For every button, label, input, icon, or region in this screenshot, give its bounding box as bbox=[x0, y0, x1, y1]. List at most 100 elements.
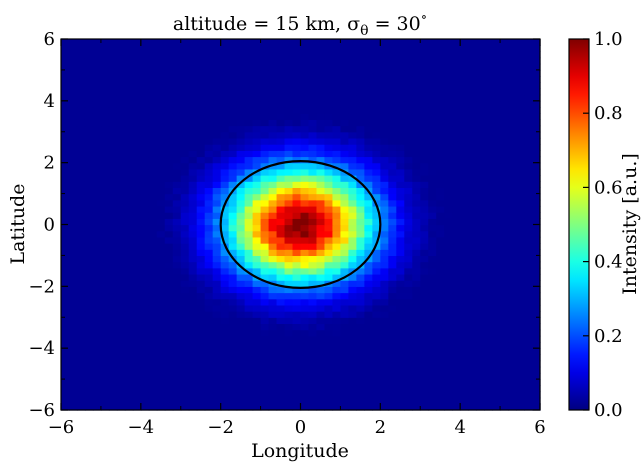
heatmap-cell bbox=[332, 212, 342, 219]
heatmap-cell bbox=[172, 348, 182, 355]
heatmap-cell bbox=[61, 94, 70, 102]
heatmap-cell bbox=[492, 403, 501, 411]
heatmap-cell bbox=[428, 323, 437, 331]
heatmap-cell bbox=[76, 119, 86, 127]
heatmap-cell bbox=[524, 45, 533, 52]
heatmap-cell bbox=[476, 45, 485, 52]
heatmap-cell bbox=[188, 360, 198, 368]
heatmap-cell bbox=[532, 397, 541, 405]
heatmap-cell bbox=[244, 144, 254, 151]
heatmap-cell bbox=[164, 193, 174, 201]
heatmap-cell bbox=[260, 348, 270, 355]
heatmap-cell bbox=[300, 273, 310, 281]
heatmap-cell bbox=[300, 292, 310, 300]
heatmap-cell bbox=[292, 63, 302, 71]
heatmap-cell bbox=[476, 249, 485, 257]
heatmap-cell bbox=[484, 323, 493, 331]
heatmap-cell bbox=[84, 397, 94, 405]
heatmap-cell bbox=[364, 45, 373, 52]
heatmap-cell bbox=[364, 57, 373, 65]
heatmap-cell bbox=[308, 150, 318, 158]
heatmap-cell bbox=[292, 280, 302, 287]
x-tick-label: 0 bbox=[295, 417, 306, 438]
heatmap-cell bbox=[524, 391, 533, 399]
heatmap-cell bbox=[172, 212, 182, 219]
heatmap-cell bbox=[444, 286, 453, 294]
heatmap-cell bbox=[292, 137, 302, 145]
heatmap-cell bbox=[316, 88, 326, 96]
heatmap-cell bbox=[380, 311, 389, 318]
heatmap-cell bbox=[372, 187, 381, 195]
heatmap-cell bbox=[420, 348, 429, 355]
heatmap-cell bbox=[244, 113, 254, 120]
heatmap-cell bbox=[61, 261, 70, 269]
heatmap-cell bbox=[84, 45, 94, 52]
heatmap-cell bbox=[316, 125, 326, 133]
heatmap-cell bbox=[180, 150, 190, 158]
heatmap-cell bbox=[484, 181, 493, 188]
heatmap-cell bbox=[364, 267, 373, 275]
heatmap-cell bbox=[308, 100, 318, 108]
heatmap-cell bbox=[372, 255, 381, 263]
heatmap-cell bbox=[476, 286, 485, 294]
heatmap-cell bbox=[348, 379, 357, 386]
heatmap-cell bbox=[172, 57, 182, 65]
heatmap-cell bbox=[260, 286, 270, 294]
heatmap-cell bbox=[332, 379, 342, 386]
heatmap-cell bbox=[340, 150, 349, 158]
heatmap-cell bbox=[348, 175, 357, 182]
heatmap-cell bbox=[476, 224, 485, 232]
heatmap-cell bbox=[508, 385, 517, 393]
heatmap-cell bbox=[188, 150, 198, 158]
heatmap-cell bbox=[348, 113, 357, 120]
heatmap-cell bbox=[524, 131, 533, 139]
heatmap-cell bbox=[100, 348, 110, 355]
heatmap-cell bbox=[316, 317, 326, 325]
heatmap-cell bbox=[524, 205, 533, 213]
heatmap-cell bbox=[76, 144, 86, 151]
heatmap-cell bbox=[140, 205, 150, 213]
heatmap-cell bbox=[332, 156, 342, 164]
heatmap-cell bbox=[332, 76, 342, 83]
heatmap-cell bbox=[476, 51, 485, 59]
heatmap-cell bbox=[444, 224, 453, 232]
heatmap-cell bbox=[276, 230, 286, 238]
heatmap-cell bbox=[532, 286, 541, 294]
heatmap-cell bbox=[100, 311, 110, 318]
heatmap-cell bbox=[308, 273, 318, 281]
heatmap-cell bbox=[172, 261, 182, 269]
heatmap-cell bbox=[332, 82, 342, 90]
heatmap-cell bbox=[372, 280, 381, 287]
heatmap-cell bbox=[436, 187, 445, 195]
heatmap-cell bbox=[308, 199, 318, 207]
heatmap-cell bbox=[404, 107, 413, 114]
heatmap-cell bbox=[164, 249, 174, 257]
heatmap-cell bbox=[412, 205, 421, 213]
heatmap-cell bbox=[84, 76, 94, 83]
heatmap-cell bbox=[308, 379, 318, 386]
heatmap-cell bbox=[348, 218, 357, 226]
heatmap-cell bbox=[61, 131, 70, 139]
heatmap-cell bbox=[76, 372, 86, 380]
heatmap-cell bbox=[61, 304, 70, 312]
heatmap-cell bbox=[260, 261, 270, 269]
heatmap-cell bbox=[412, 249, 421, 257]
heatmap-cell bbox=[500, 261, 509, 269]
heatmap-cell bbox=[324, 267, 334, 275]
heatmap-cell bbox=[348, 391, 357, 399]
heatmap-cell bbox=[196, 193, 206, 201]
heatmap-cell bbox=[348, 273, 357, 281]
heatmap-cell bbox=[76, 280, 86, 287]
heatmap-cell bbox=[236, 298, 246, 306]
heatmap-cell bbox=[316, 193, 326, 201]
heatmap-cell bbox=[140, 156, 150, 164]
heatmap-cell bbox=[468, 341, 477, 349]
heatmap-cell bbox=[452, 255, 461, 263]
heatmap-cell bbox=[108, 205, 118, 213]
heatmap-cell bbox=[308, 280, 318, 287]
heatmap-cell bbox=[180, 51, 190, 59]
heatmap-cell bbox=[492, 88, 501, 96]
heatmap-cell bbox=[444, 119, 453, 127]
heatmap-cell bbox=[388, 397, 397, 405]
heatmap-cell bbox=[444, 397, 453, 405]
